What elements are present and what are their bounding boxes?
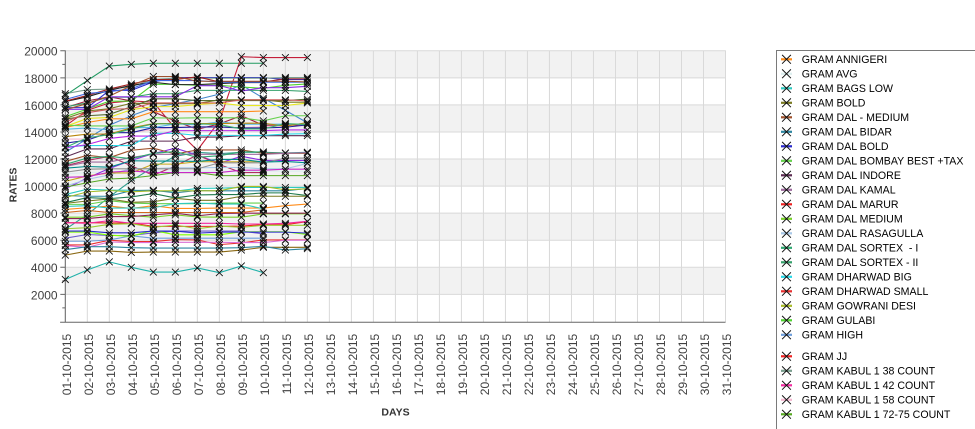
svg-text:30-10-2015: 30-10-2015 [698, 333, 712, 395]
svg-text:GRAM DAL MEDIUM: GRAM DAL MEDIUM [802, 214, 903, 226]
svg-text:GRAM KABUL 1 38 COUNT: GRAM KABUL 1 38 COUNT [802, 366, 936, 378]
svg-text:20-10-2015: 20-10-2015 [478, 333, 492, 395]
svg-text:GRAM ANNIGERI: GRAM ANNIGERI [802, 54, 887, 66]
svg-text:RATES: RATES [7, 168, 19, 203]
svg-text:23-10-2015: 23-10-2015 [544, 333, 558, 395]
svg-text:24-10-2015: 24-10-2015 [566, 333, 580, 395]
svg-text:GRAM KABUL 1 58 COUNT: GRAM KABUL 1 58 COUNT [802, 395, 936, 407]
svg-text:03-10-2015: 03-10-2015 [104, 333, 118, 395]
svg-text:GRAM DAL MARUR: GRAM DAL MARUR [802, 199, 899, 211]
svg-text:GRAM DHARWAD SMALL: GRAM DHARWAD SMALL [802, 286, 929, 298]
svg-text:04-10-2015: 04-10-2015 [126, 333, 140, 395]
svg-text:GRAM BAGS LOW: GRAM BAGS LOW [802, 83, 893, 95]
svg-text:02-10-2015: 02-10-2015 [82, 333, 96, 395]
svg-text:GRAM AVG: GRAM AVG [802, 69, 858, 81]
svg-text:GRAM DAL RASAGULLA: GRAM DAL RASAGULLA [802, 228, 924, 240]
svg-text:8000: 8000 [31, 207, 58, 221]
svg-text:12000: 12000 [24, 153, 58, 167]
svg-text:19-10-2015: 19-10-2015 [456, 333, 470, 395]
svg-text:GRAM GULABI: GRAM GULABI [802, 315, 876, 327]
svg-text:GRAM JJ: GRAM JJ [802, 351, 847, 363]
svg-text:15-10-2015: 15-10-2015 [368, 333, 382, 395]
svg-text:17-10-2015: 17-10-2015 [412, 333, 426, 395]
svg-text:GRAM DAL BOMBAY BEST +TAX: GRAM DAL BOMBAY BEST +TAX [802, 156, 964, 168]
svg-text:6000: 6000 [31, 234, 58, 248]
svg-text:GRAM DAL - MEDIUM: GRAM DAL - MEDIUM [802, 112, 909, 124]
svg-text:05-10-2015: 05-10-2015 [148, 333, 162, 395]
svg-text:GRAM DAL SORTEX - I: GRAM DAL SORTEX - I [802, 243, 919, 255]
svg-text:GRAM DAL SORTEX - II: GRAM DAL SORTEX - II [802, 257, 919, 269]
svg-text:18-10-2015: 18-10-2015 [434, 333, 448, 395]
svg-text:09-10-2015: 09-10-2015 [236, 333, 250, 395]
svg-text:10-10-2015: 10-10-2015 [258, 333, 272, 395]
svg-text:16-10-2015: 16-10-2015 [390, 333, 404, 395]
svg-text:31-10-2015: 31-10-2015 [720, 333, 734, 395]
svg-text:08-10-2015: 08-10-2015 [214, 333, 228, 395]
svg-text:25-10-2015: 25-10-2015 [588, 333, 602, 395]
svg-text:27-10-2015: 27-10-2015 [632, 333, 646, 395]
svg-text:01-10-2015: 01-10-2015 [60, 333, 74, 395]
svg-text:14-10-2015: 14-10-2015 [346, 333, 360, 395]
svg-text:20000: 20000 [24, 45, 58, 59]
svg-text:26-10-2015: 26-10-2015 [610, 333, 624, 395]
svg-text:16000: 16000 [24, 99, 58, 113]
svg-text:13-10-2015: 13-10-2015 [324, 333, 338, 395]
svg-text:07-10-2015: 07-10-2015 [192, 333, 206, 395]
svg-text:11-10-2015: 11-10-2015 [280, 333, 294, 394]
svg-text:GRAM GOWRANI DESI: GRAM GOWRANI DESI [802, 301, 916, 313]
svg-text:14000: 14000 [24, 126, 58, 140]
svg-text:GRAM BOLD: GRAM BOLD [802, 98, 866, 110]
svg-text:GRAM DHARWAD BIG: GRAM DHARWAD BIG [802, 272, 912, 284]
svg-text:2000: 2000 [31, 288, 58, 302]
svg-text:4000: 4000 [31, 261, 58, 275]
svg-text:28-10-2015: 28-10-2015 [654, 333, 668, 395]
svg-text:GRAM DAL BIDAR: GRAM DAL BIDAR [802, 127, 893, 139]
svg-text:22-10-2015: 22-10-2015 [522, 333, 536, 395]
svg-text:18000: 18000 [24, 72, 58, 86]
svg-text:12-10-2015: 12-10-2015 [302, 333, 316, 395]
svg-text:21-10-2015: 21-10-2015 [500, 333, 514, 395]
svg-text:DAYS: DAYS [381, 407, 409, 419]
svg-text:GRAM DAL KAMAL: GRAM DAL KAMAL [802, 185, 896, 197]
svg-text:GRAM DAL BOLD: GRAM DAL BOLD [802, 141, 889, 153]
svg-text:GRAM KABUL 1 72-75 COUNT: GRAM KABUL 1 72-75 COUNT [802, 409, 951, 421]
svg-text:GRAM DAL INDORE: GRAM DAL INDORE [802, 170, 901, 182]
svg-text:29-10-2015: 29-10-2015 [676, 333, 690, 395]
svg-text:10000: 10000 [24, 180, 58, 194]
svg-text:GRAM HIGH: GRAM HIGH [802, 330, 863, 342]
svg-text:GRAM KABUL 1 42 COUNT: GRAM KABUL 1 42 COUNT [802, 380, 936, 392]
svg-text:06-10-2015: 06-10-2015 [170, 333, 184, 395]
